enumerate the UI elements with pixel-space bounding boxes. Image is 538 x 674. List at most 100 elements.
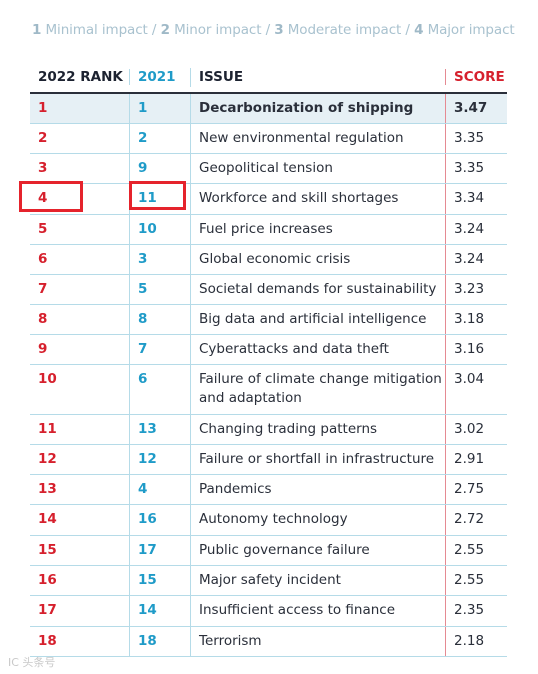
- issue-cell: Failure or shortfall in infrastructure: [190, 445, 445, 474]
- rank-2022-cell: 9: [38, 341, 48, 357]
- table-row: 14 16 Autonomy technology 2.72: [30, 505, 507, 536]
- score-cell: 3.35: [445, 154, 507, 183]
- rank-2021-cell: 8: [129, 305, 190, 334]
- rank-2022-cell: 13: [38, 481, 57, 497]
- score-cell: 3.02: [445, 415, 507, 444]
- issue-cell: Global economic crisis: [190, 245, 445, 274]
- issue-cell: Major safety incident: [190, 566, 445, 595]
- score-cell: 3.34: [445, 184, 507, 214]
- issue-cell: Autonomy technology: [190, 505, 445, 535]
- rank-2022-cell: 7: [38, 281, 48, 297]
- rank-2022-cell: 3: [38, 160, 48, 176]
- rank-2021-cell: 9: [129, 154, 190, 183]
- score-cell: 2.55: [445, 566, 507, 595]
- rank-2022-cell: 1: [38, 100, 48, 116]
- rank-2022-cell: 5: [38, 221, 48, 237]
- rank-2021-cell: 16: [129, 505, 190, 535]
- rank-2021-cell: 2: [129, 124, 190, 153]
- table-row: 5 10 Fuel price increases 3.24: [30, 215, 507, 245]
- legend-label-1: Minimal impact: [45, 22, 148, 38]
- issues-table: 2022 RANK 2021 ISSUE SCORE 1 1 Decarboniza…: [30, 62, 507, 657]
- legend-label-3: Moderate impact: [287, 22, 402, 38]
- rank-2021-cell: 12: [129, 445, 190, 474]
- rank-2022-cell: 18: [38, 633, 57, 649]
- rank-2022-cell: 10: [38, 371, 57, 387]
- issue-cell: Terrorism: [190, 627, 445, 656]
- rank-2021-cell: 17: [129, 536, 190, 565]
- table-row: 13 4 Pandemics 2.75: [30, 475, 507, 505]
- rank-2022-cell: 14: [38, 511, 57, 527]
- table-row: 3 9 Geopolitical tension 3.35: [30, 154, 507, 184]
- table-row: 18 18 Terrorism 2.18: [30, 627, 507, 657]
- table-row: 11 13 Changing trading patterns 3.02: [30, 415, 507, 445]
- rank-2021-cell: 13: [129, 415, 190, 444]
- table-row: 9 7 Cyberattacks and data theft 3.16: [30, 335, 507, 365]
- table-row: 7 5 Societal demands for sustainability 3.2…: [30, 275, 507, 305]
- score-cell: 3.23: [445, 275, 507, 304]
- issue-cell: Cyberattacks and data theft: [190, 335, 445, 364]
- legend-num-2: 2: [160, 22, 170, 38]
- header-score: SCORE: [445, 69, 507, 85]
- rank-2021-cell: 7: [129, 335, 190, 364]
- rank-2021-cell: 3: [129, 245, 190, 274]
- highlight-box-2022-rank: [19, 181, 83, 212]
- table-row: 8 8 Big data and artificial intelligence 3.…: [30, 305, 507, 335]
- watermark: IC 头条号: [8, 656, 56, 669]
- legend-num-3: 3: [274, 22, 284, 38]
- issue-cell: Pandemics: [190, 475, 445, 504]
- rank-2021-cell: 15: [129, 566, 190, 595]
- rank-2022-cell: 8: [38, 311, 48, 327]
- table-row: 2 2 New environmental regulation 3.35: [30, 124, 507, 154]
- issue-cell: Big data and artificial intelligence: [190, 305, 445, 334]
- rank-2022-cell: 16: [38, 572, 57, 588]
- issue-cell: Geopolitical tension: [190, 154, 445, 183]
- rank-2022-cell: 4: [38, 190, 48, 206]
- header-2022-rank: 2022 RANK: [38, 69, 123, 85]
- legend-label-2: Minor impact: [174, 22, 262, 38]
- score-cell: 3.47: [445, 94, 507, 123]
- table-row: 1 1 Decarbonization of shipping 3.47: [30, 94, 507, 124]
- rank-2022-cell: 2: [38, 130, 48, 146]
- issue-cell: Public governance failure: [190, 536, 445, 565]
- table-row: 15 17 Public governance failure 2.55: [30, 536, 507, 566]
- score-cell: 3.24: [445, 245, 507, 274]
- rank-2021-cell: 10: [129, 215, 190, 244]
- table-row: 12 12 Failure or shortfall in infrastructu…: [30, 445, 507, 475]
- score-cell: 2.18: [445, 627, 507, 656]
- table-row: 17 14 Insufficient access to finance 2.35: [30, 596, 507, 627]
- rank-2022-cell: 12: [38, 451, 57, 467]
- score-cell: 3.16: [445, 335, 507, 364]
- issue-cell: Decarbonization of shipping: [190, 94, 445, 123]
- rank-2022-cell: 11: [38, 421, 57, 437]
- rank-2021-cell: 6: [129, 365, 190, 414]
- rank-2021-cell: 18: [129, 627, 190, 656]
- score-cell: 3.04: [445, 365, 507, 414]
- issue-cell: New environmental regulation: [190, 124, 445, 153]
- rank-2022-cell: 17: [38, 602, 57, 618]
- score-cell: 3.24: [445, 215, 507, 244]
- score-cell: 3.18: [445, 305, 507, 334]
- impact-legend: 1 Minimal impact / 2 Minor impact / 3 Mo…: [32, 22, 515, 38]
- rank-2022-cell: 15: [38, 542, 57, 558]
- issue-cell: Workforce and skill shortages: [190, 184, 445, 214]
- table-row: 10 6 Failure of climate change mitigation …: [30, 365, 507, 415]
- header-issue: ISSUE: [190, 67, 445, 87]
- score-cell: 3.35: [445, 124, 507, 153]
- issue-cell: Societal demands for sustainability: [190, 275, 445, 304]
- issue-cell: Fuel price increases: [190, 215, 445, 244]
- issue-cell: Changing trading patterns: [190, 415, 445, 444]
- header-2021: 2021: [129, 69, 190, 85]
- legend-num-1: 1: [32, 22, 42, 38]
- score-cell: 2.75: [445, 475, 507, 504]
- rank-2021-cell: 1: [129, 94, 190, 123]
- rank-2021-cell: 4: [129, 475, 190, 504]
- legend-num-4: 4: [414, 22, 424, 38]
- score-cell: 2.72: [445, 505, 507, 535]
- table-row: 4 11 Workforce and skill shortages 3.34: [30, 184, 507, 215]
- score-cell: 2.35: [445, 596, 507, 626]
- rank-2021-cell: 14: [129, 596, 190, 626]
- score-cell: 2.55: [445, 536, 507, 565]
- table-header: 2022 RANK 2021 ISSUE SCORE: [30, 62, 507, 94]
- score-cell: 2.91: [445, 445, 507, 474]
- legend-label-4: Major impact: [427, 22, 515, 38]
